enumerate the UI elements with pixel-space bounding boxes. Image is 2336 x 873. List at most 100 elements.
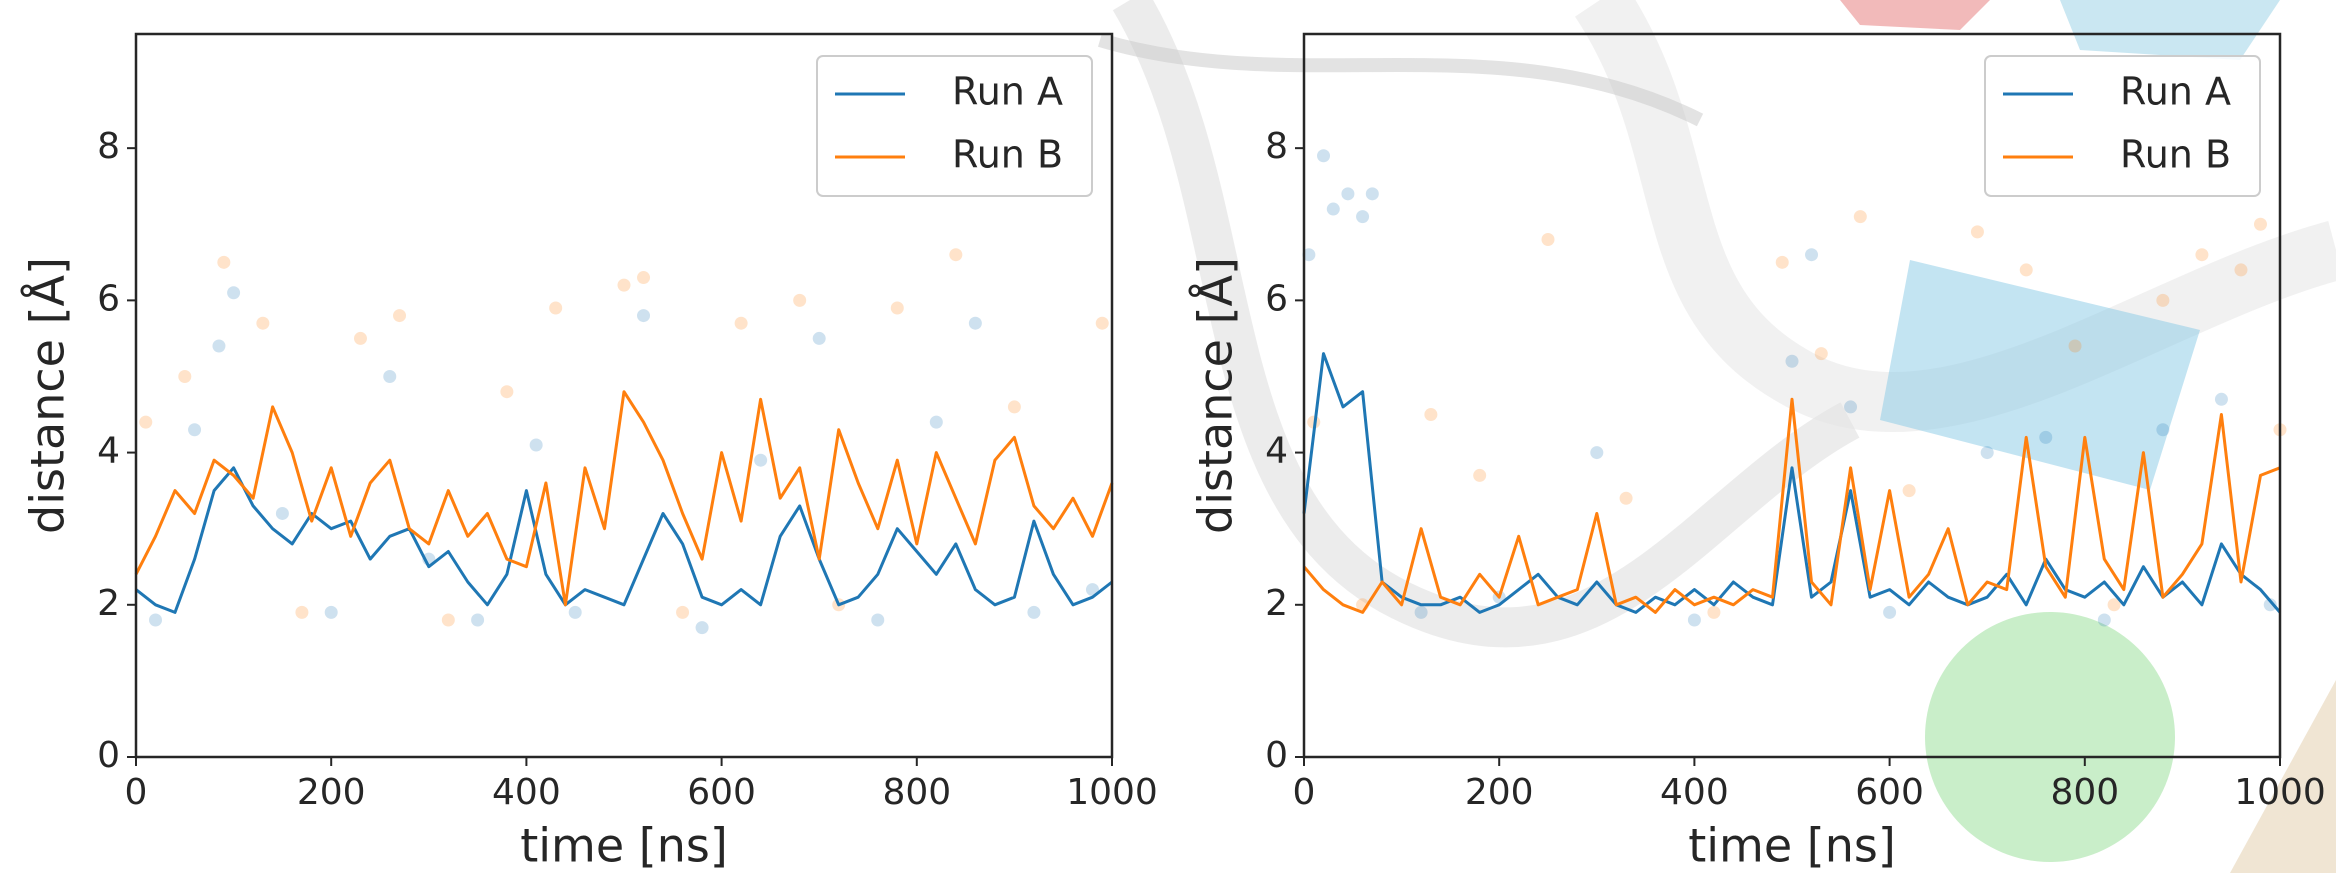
- scatter-point: [1775, 255, 1789, 269]
- scatter-point: [637, 309, 651, 323]
- legend-label: Run A: [952, 70, 1063, 114]
- scatter-point: [1007, 400, 1021, 414]
- scatter-point: [1027, 605, 1041, 619]
- legend-box: [816, 55, 1093, 197]
- scatter-point: [2107, 598, 2121, 612]
- scatter-point: [1970, 225, 1984, 239]
- legend-box: [1984, 55, 2261, 197]
- x-tick-label: 400: [492, 772, 561, 813]
- y-tick-label: 0: [1265, 735, 1288, 776]
- scatter-point: [1883, 605, 1897, 619]
- scatter-point: [1687, 613, 1701, 627]
- scatter-point: [2156, 423, 2170, 437]
- scatter-point: [295, 605, 309, 619]
- bg-shape: [1097, 33, 1704, 127]
- data-line: [135, 466, 1113, 614]
- scatter-point: [1095, 316, 1109, 330]
- scatter-point: [217, 255, 231, 269]
- scatter-point: [2156, 293, 2170, 307]
- bg-shape: [1574, 0, 2336, 432]
- x-tick-label: 200: [297, 772, 366, 813]
- scatter-point: [695, 621, 709, 635]
- scatter-point: [1805, 248, 1819, 262]
- scatter-point: [871, 613, 885, 627]
- scatter-point: [1844, 400, 1858, 414]
- scatter-point: [139, 415, 153, 429]
- scatter-point: [149, 613, 163, 627]
- scatter-point: [2068, 339, 2082, 353]
- scatter-point: [178, 369, 192, 383]
- bg-shape: [1880, 260, 2200, 490]
- scatter-point: [949, 248, 963, 262]
- scatter-point: [2039, 430, 2053, 444]
- y-axis-label: distance [Å]: [1189, 257, 1243, 534]
- background-art: [1097, 0, 2336, 873]
- scatter-point: [441, 613, 455, 627]
- legend-label: Run B: [2120, 133, 2231, 177]
- y-tick-label: 8: [97, 126, 120, 167]
- scatter-point: [1541, 232, 1555, 246]
- scatter-point: [2263, 598, 2277, 612]
- y-tick-label: 8: [1265, 126, 1288, 167]
- x-tick-label: 0: [1293, 772, 1316, 813]
- x-tick-label: 800: [882, 772, 951, 813]
- bg-shape: [1840, 0, 1990, 30]
- axes-frame: [134, 32, 1114, 759]
- y-tick-label: 4: [1265, 431, 1288, 472]
- x-tick-label: 800: [2050, 772, 2119, 813]
- bg-shape: [1112, 0, 1860, 648]
- x-tick-label: 600: [687, 772, 756, 813]
- scatter-point: [617, 278, 631, 292]
- data-line: [134, 390, 1114, 607]
- scatter-point: [1814, 347, 1828, 361]
- scatter-point: [1853, 210, 1867, 224]
- scatter-point: [227, 286, 241, 300]
- x-tick-label: 600: [1855, 772, 1924, 813]
- scatter-point: [1317, 149, 1331, 163]
- scatter-point: [1424, 408, 1438, 422]
- bg-shape: [1925, 612, 2175, 862]
- scatter-point: [968, 316, 982, 330]
- plot-area: [134, 248, 1114, 635]
- axes-frame: [1302, 32, 2282, 759]
- x-tick-label: 200: [1465, 772, 1534, 813]
- scatter-point: [2234, 263, 2248, 277]
- y-tick-label: 2: [97, 583, 120, 624]
- data-line: [1302, 352, 2282, 614]
- scatter-point: [383, 369, 397, 383]
- scatter-point: [754, 453, 768, 467]
- scatter-point: [1980, 446, 1994, 460]
- scatter-point: [1785, 354, 1799, 368]
- bg-shape: [2060, 0, 2280, 60]
- scatter-point: [353, 331, 367, 345]
- scatter-point: [500, 385, 514, 399]
- scatter-point: [637, 271, 651, 285]
- x-tick-label: 400: [1660, 772, 1729, 813]
- scatter-point: [2253, 217, 2267, 231]
- y-tick-label: 0: [97, 735, 120, 776]
- scatter-point: [1707, 605, 1721, 619]
- scatter-point: [549, 301, 563, 315]
- scatter-point: [568, 605, 582, 619]
- y-axis-label: distance [Å]: [21, 257, 75, 534]
- scatter-point: [324, 605, 338, 619]
- scatter-point: [1902, 484, 1916, 498]
- scatter-point: [734, 316, 748, 330]
- scatter-point: [2097, 613, 2111, 627]
- scatter-point: [1473, 468, 1487, 482]
- scatter-point: [1356, 210, 1370, 224]
- plot-area: [1302, 149, 2287, 627]
- scatter-point: [212, 339, 226, 353]
- bg-shape: [2230, 680, 2336, 873]
- y-tick-label: 4: [97, 431, 120, 472]
- scatter-point: [393, 309, 407, 323]
- data-line: [1302, 397, 2281, 614]
- x-tick-label: 1000: [2234, 772, 2326, 813]
- scatter-point: [890, 301, 904, 315]
- scatter-point: [1590, 446, 1604, 460]
- scatter-point: [1302, 248, 1316, 262]
- scatter-point: [256, 316, 270, 330]
- scatter-point: [929, 415, 943, 429]
- scatter-point: [471, 613, 485, 627]
